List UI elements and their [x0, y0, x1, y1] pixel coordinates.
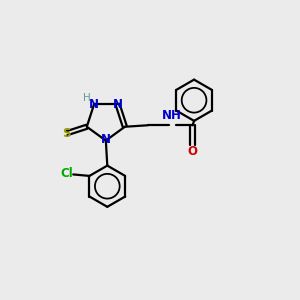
Text: N: N: [89, 98, 99, 111]
Text: H: H: [83, 93, 91, 103]
Text: O: O: [188, 145, 198, 158]
Text: NH: NH: [161, 109, 181, 122]
Text: N: N: [101, 133, 111, 146]
Text: S: S: [62, 127, 71, 140]
Text: N: N: [112, 98, 123, 111]
Text: Cl: Cl: [60, 167, 73, 180]
